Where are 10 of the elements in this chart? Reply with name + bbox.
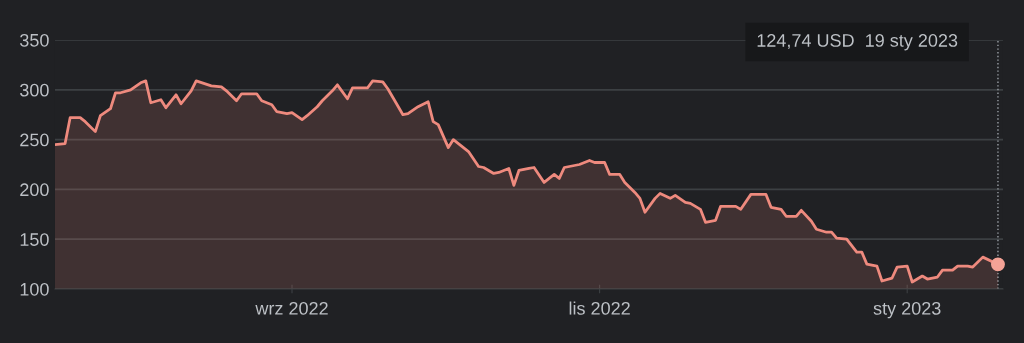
y-tick-label: 250 [20, 133, 49, 147]
y-tick-label: 350 [20, 33, 49, 47]
annotation: 124,74 USD 19 sty 2023 [757, 34, 958, 51]
x-tick-label: wrz 2022 [255, 301, 328, 315]
y-tick-label: 200 [20, 183, 49, 197]
x-tick-label: sty 2023 [873, 301, 941, 319]
x-tick-label: lis 2022 [569, 301, 630, 315]
y-tick-label: 150 [20, 233, 49, 246]
y-tick-label: 300 [20, 83, 49, 97]
y-tick-label: 100 [20, 282, 49, 296]
